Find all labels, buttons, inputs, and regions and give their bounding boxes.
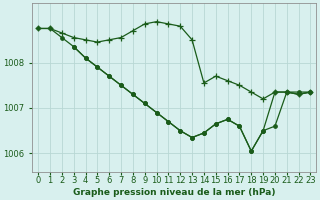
X-axis label: Graphe pression niveau de la mer (hPa): Graphe pression niveau de la mer (hPa): [73, 188, 276, 197]
